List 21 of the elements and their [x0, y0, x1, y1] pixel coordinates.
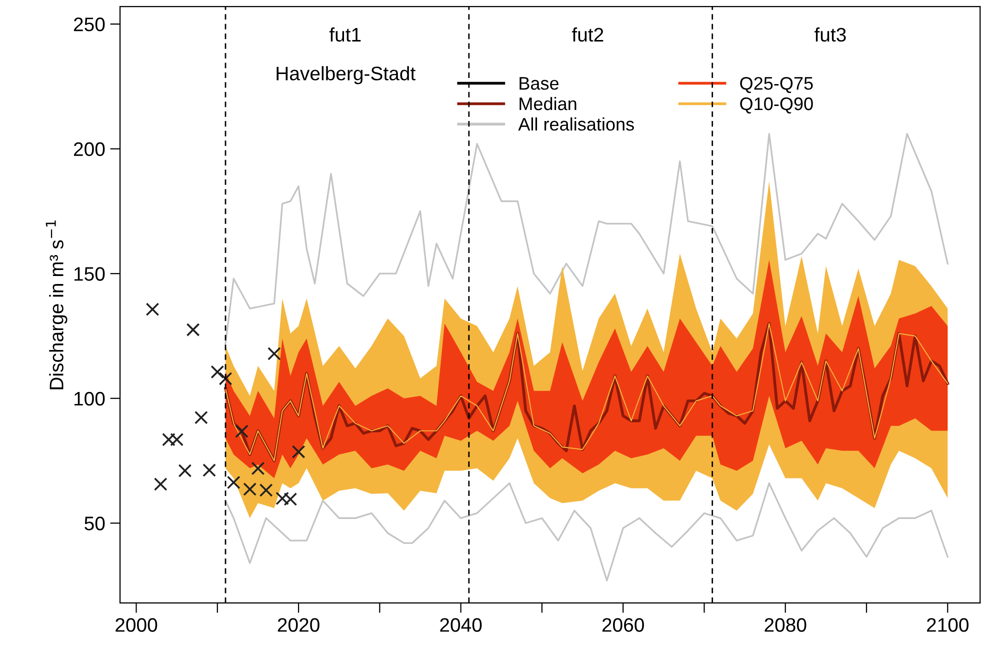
y-tick-label: 200: [74, 142, 105, 156]
y-axis-title: Discharge in m³ s$^{−1}$: [46, 220, 68, 390]
x-tick-label: 2060: [602, 618, 644, 632]
x-tick-label: 2000: [116, 618, 158, 632]
legend-label: Base: [520, 77, 559, 90]
legend-label: Q10-Q90: [740, 97, 813, 114]
x-tick-label: 2040: [440, 618, 482, 632]
annotation: fut2: [572, 27, 604, 42]
legend-label: Q25-Q75: [740, 76, 813, 94]
annotation: fut3: [814, 27, 846, 42]
x-tick-label: 2100: [926, 618, 969, 632]
annotation: fut1: [329, 27, 361, 42]
legend-label: All realisations: [518, 117, 634, 131]
annotation: Havelberg-Stadt: [276, 66, 416, 84]
legend-label: Median: [520, 96, 576, 110]
y-tick-label: 250: [74, 18, 105, 32]
x-tick-label: 2080: [764, 618, 806, 632]
y-tick-label: 150: [74, 267, 105, 281]
y-tick-label: 50: [84, 516, 105, 530]
x-tick-label: 2020: [278, 618, 320, 632]
y-tick-label: 100: [74, 392, 105, 406]
